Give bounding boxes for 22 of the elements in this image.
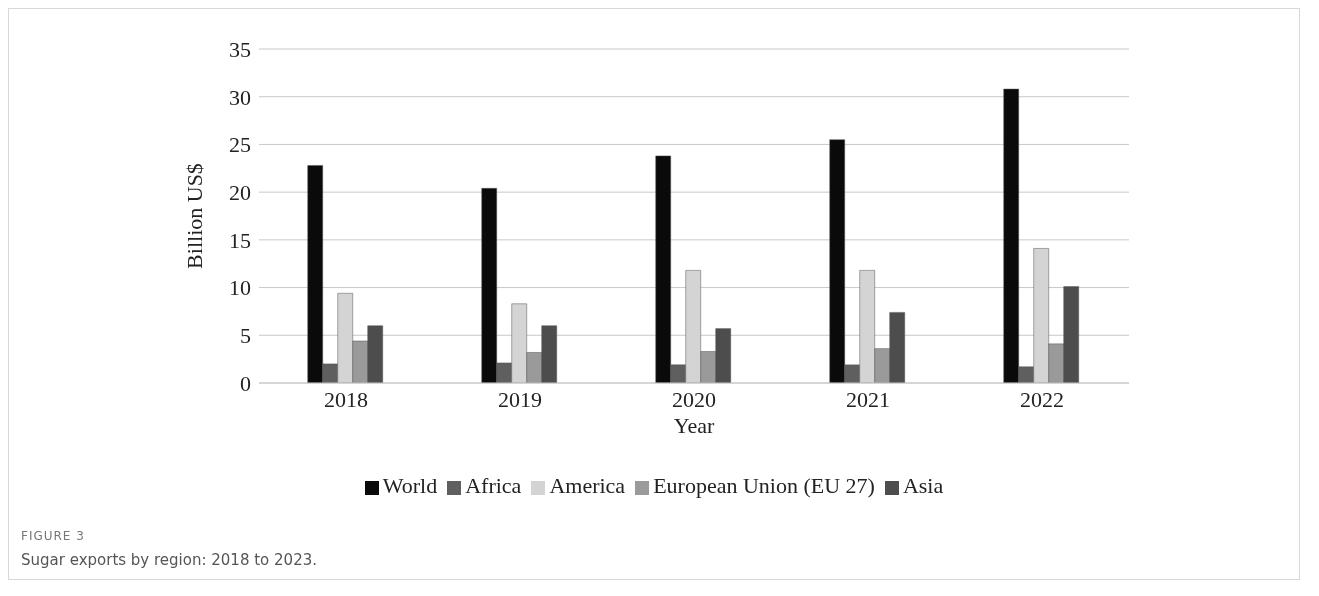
y-tick-label: 5 — [240, 323, 251, 349]
y-tick-label: 0 — [240, 370, 251, 396]
legend-label: America — [549, 473, 626, 498]
x-axis-title: Year — [673, 413, 715, 438]
legend-label: World — [382, 473, 438, 498]
y-tick-label: 25 — [229, 132, 251, 158]
y-tick-label: 15 — [229, 227, 251, 253]
y-tick-label: 30 — [229, 84, 251, 110]
y-tick-label: 35 — [229, 36, 251, 62]
x-tick-label: 2019 — [498, 386, 542, 412]
x-tick-label: 2018 — [324, 386, 368, 412]
x-tick-label: 2022 — [1020, 386, 1064, 412]
y-tick-label: 10 — [229, 275, 251, 301]
y-tick-label: 20 — [229, 179, 251, 205]
y-axis-title: Billion US$ — [181, 163, 207, 269]
x-tick-label: 2021 — [846, 386, 890, 412]
legend-label: Asia — [902, 473, 944, 498]
text: Sugar exports by region: 2018 to 2023. — [21, 551, 317, 569]
caption: FIGURE 3 — [21, 529, 85, 543]
legend-label: European Union (EU 27) — [653, 473, 875, 498]
legend-label: Africa — [465, 473, 522, 498]
x-tick-label: 2020 — [672, 386, 716, 412]
